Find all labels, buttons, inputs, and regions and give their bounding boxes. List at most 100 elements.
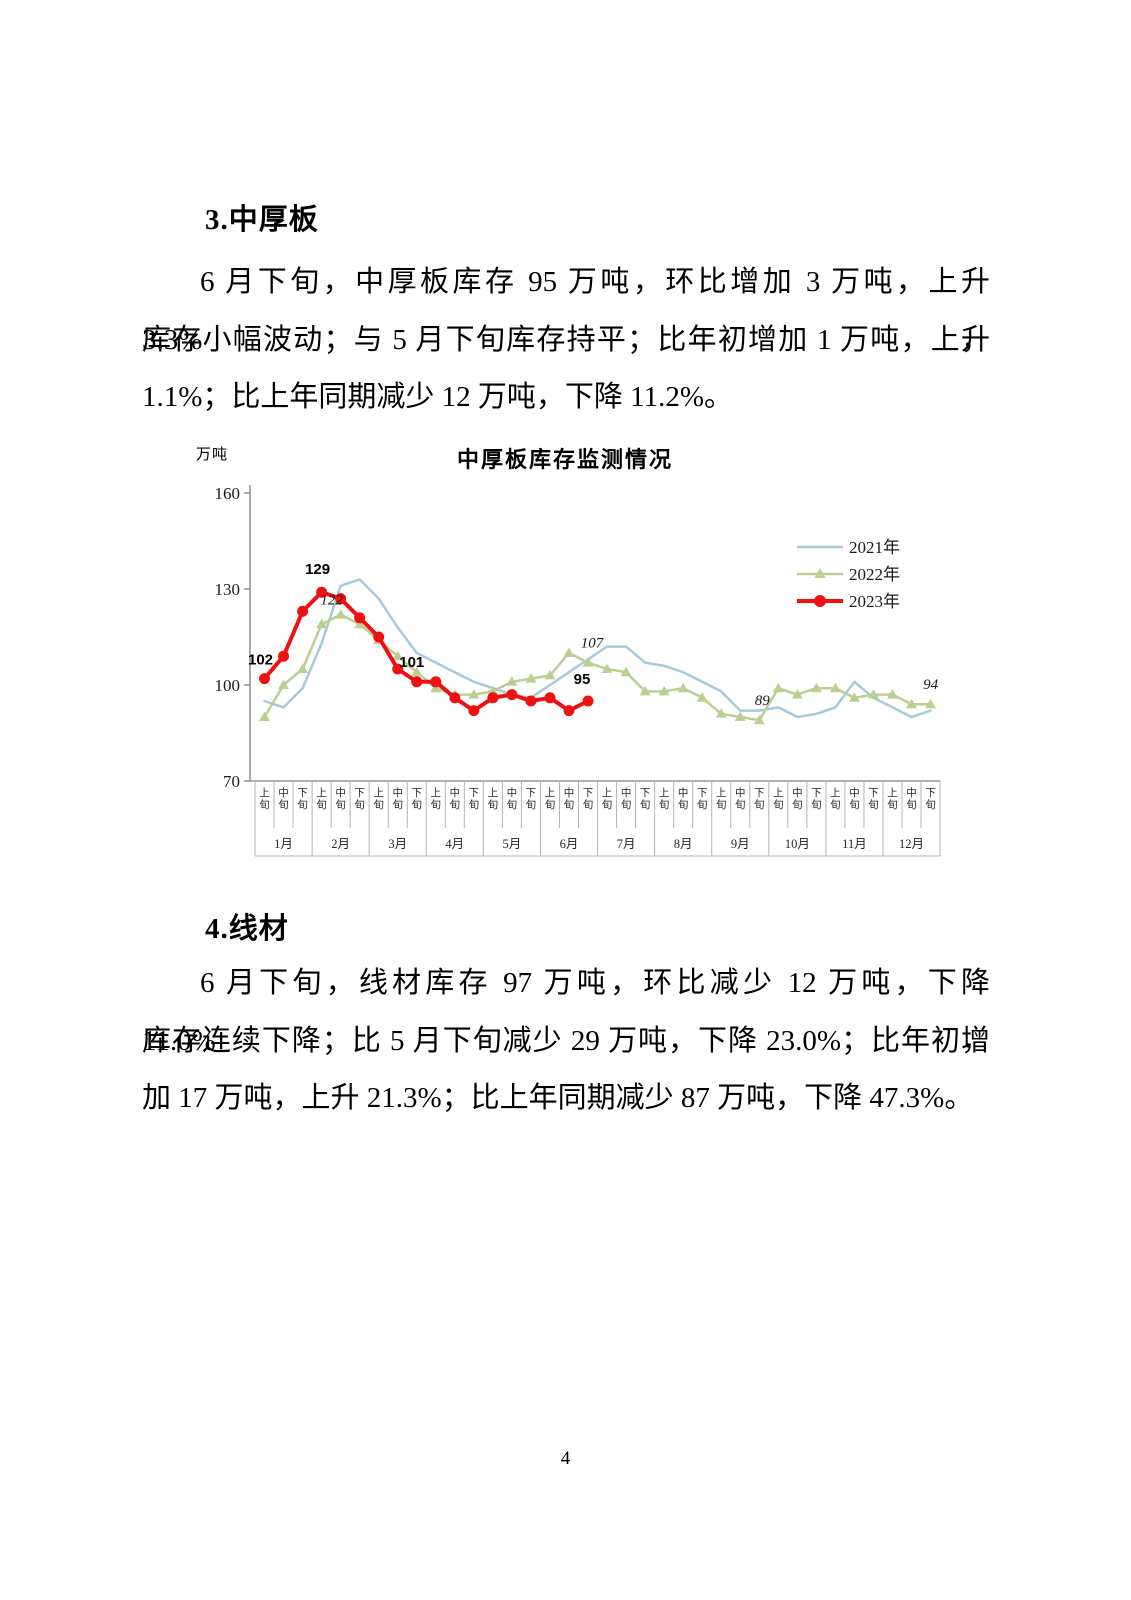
x-axis-period-label: 中旬: [735, 786, 746, 811]
circle-marker: [582, 695, 594, 707]
x-axis-month-label: 7月: [617, 837, 636, 851]
triangle-marker: [582, 657, 594, 667]
triangle-marker: [791, 689, 803, 699]
y-axis-tick-label: 130: [215, 580, 241, 599]
inventory-line-chart: 160 130 100 70 上旬 中旬 下旬 上旬 中旬 下旬 上旬 中旬 下旬 上旬 中旬 下旬 上旬 中旬下…: [185, 438, 965, 878]
x-axis-period-label: 下旬: [297, 788, 308, 811]
circle-marker: [563, 705, 575, 717]
x-axis-period-label: 下旬: [811, 788, 822, 811]
circle-marker: [373, 631, 385, 643]
circle-marker: [487, 692, 499, 704]
chart-canvas: 16013010070上旬中旬下旬上旬中旬下旬上旬中旬下旬上旬中旬下旬上旬中旬下…: [215, 484, 941, 857]
x-axis-period-label: 中旬: [392, 786, 403, 811]
triangle-marker: [620, 666, 632, 677]
x-axis-period-label: 中旬: [792, 786, 803, 811]
triangle-marker: [867, 689, 879, 699]
triangle-marker: [525, 673, 537, 683]
x-axis-period-label: 上旬: [316, 787, 327, 811]
section3-paragraph: 6 月下旬，中厚板库存 95 万吨，环比增加 3 万吨，上升 3.3%， 库存小…: [142, 254, 990, 427]
circle-marker: [392, 663, 404, 675]
legend-triangle-marker: [814, 568, 826, 578]
x-axis-period-label: 中旬: [450, 786, 461, 811]
x-axis-period-label: 下旬: [354, 788, 365, 811]
triangle-marker: [468, 689, 480, 699]
triangle-marker: [715, 708, 727, 718]
circle-marker: [449, 692, 461, 704]
x-axis-period-label: 下旬: [640, 788, 651, 811]
x-axis-period-label: 上旬: [830, 787, 841, 811]
x-axis-period-label: 中旬: [849, 786, 860, 811]
paragraph-line: 库存小幅波动；与 5 月下旬库存持平；比年初增加 1 万吨，上升: [142, 323, 990, 356]
x-axis-period-label: 上旬: [887, 787, 898, 811]
legend-label: 2022年: [849, 565, 900, 584]
paragraph-line: 1.1%；比上年同期减少 12 万吨，下降 11.2%。: [142, 381, 733, 413]
circle-marker: [278, 650, 290, 662]
x-axis-period-label: 下旬: [868, 788, 879, 811]
section4-paragraph: 6 月下旬，线材库存 97 万吨，环比减少 12 万吨，下降 11.0%， 库存…: [142, 955, 990, 1128]
x-axis-period-label: 下旬: [754, 788, 765, 811]
x-axis-period-label: 中旬: [564, 786, 575, 811]
triangle-marker: [810, 682, 822, 693]
x-axis-period-label: 下旬: [697, 788, 708, 811]
legend-label: 2021年: [849, 538, 900, 557]
x-axis-period-label: 上旬: [716, 787, 727, 811]
x-axis-period-label: 下旬: [412, 788, 423, 811]
x-axis-period-label: 下旬: [469, 788, 480, 811]
y-axis-tick-label: 70: [223, 772, 240, 791]
x-axis-month-label: 5月: [503, 837, 522, 851]
triangle-marker: [354, 618, 366, 629]
series-line-2021年: [263, 578, 932, 719]
page-number: 4: [560, 1448, 571, 1469]
triangle-marker: [677, 682, 689, 693]
x-axis-month-label: 2月: [331, 837, 350, 851]
data-point-label: 89: [755, 693, 771, 709]
triangle-marker: [734, 711, 746, 721]
circle-marker: [411, 676, 423, 688]
x-axis-period-label: 中旬: [906, 786, 917, 811]
triangle-marker: [563, 647, 575, 657]
triangle-marker: [658, 685, 670, 696]
circle-marker: [316, 586, 328, 598]
x-axis-month-label: 6月: [560, 837, 579, 851]
data-point-label: 94: [923, 677, 939, 693]
data-point-label: 107: [581, 636, 605, 652]
data-point-label: 95: [574, 671, 591, 688]
data-point-label: 102: [248, 652, 273, 669]
paragraph-line: 加 17 万吨，上升 21.3%；比上年同期减少 87 万吨，下降 47.3%。: [142, 1082, 974, 1114]
triangle-marker: [335, 609, 347, 619]
triangle-marker: [753, 714, 765, 725]
x-axis-period-label: 上旬: [373, 787, 384, 811]
triangle-marker: [906, 698, 918, 709]
x-axis-period-label: 上旬: [488, 787, 499, 811]
x-axis-period-label: 上旬: [659, 787, 670, 811]
x-axis-period-label: 中旬: [507, 786, 518, 811]
circle-marker: [354, 612, 366, 624]
x-axis-month-label: 12月: [899, 837, 924, 851]
x-axis-period-label: 上旬: [259, 787, 270, 811]
x-axis-month-label: 11月: [842, 837, 867, 851]
data-point-label: 122: [320, 593, 343, 609]
triangle-marker: [601, 663, 613, 673]
legend-circle-marker: [814, 595, 826, 607]
triangle-marker: [544, 669, 556, 680]
circle-marker: [525, 695, 537, 707]
series-line-2022年: [263, 613, 932, 722]
x-axis-month-label: 4月: [445, 837, 464, 851]
x-axis-period-label: 下旬: [583, 788, 594, 811]
chart-unit-label: 万吨: [196, 447, 229, 463]
y-axis-tick-label: 100: [215, 676, 241, 695]
x-axis-period-label: 上旬: [545, 787, 556, 811]
paragraph-line: 6 月下旬，中厚板库存 95 万吨，环比增加 3 万吨，上升 3.3%，: [142, 266, 990, 356]
circle-marker: [430, 676, 442, 688]
x-axis-period-label: 中旬: [335, 786, 346, 811]
triangle-marker: [506, 676, 518, 686]
triangle-marker: [487, 685, 499, 696]
x-axis-month-label: 9月: [731, 837, 750, 851]
x-axis-month-label: 10月: [785, 837, 810, 851]
x-axis-period-label: 中旬: [278, 786, 289, 811]
triangle-marker: [639, 685, 651, 696]
triangle-marker: [411, 666, 423, 677]
x-axis-period-label: 上旬: [431, 787, 442, 811]
circle-marker: [335, 593, 347, 605]
